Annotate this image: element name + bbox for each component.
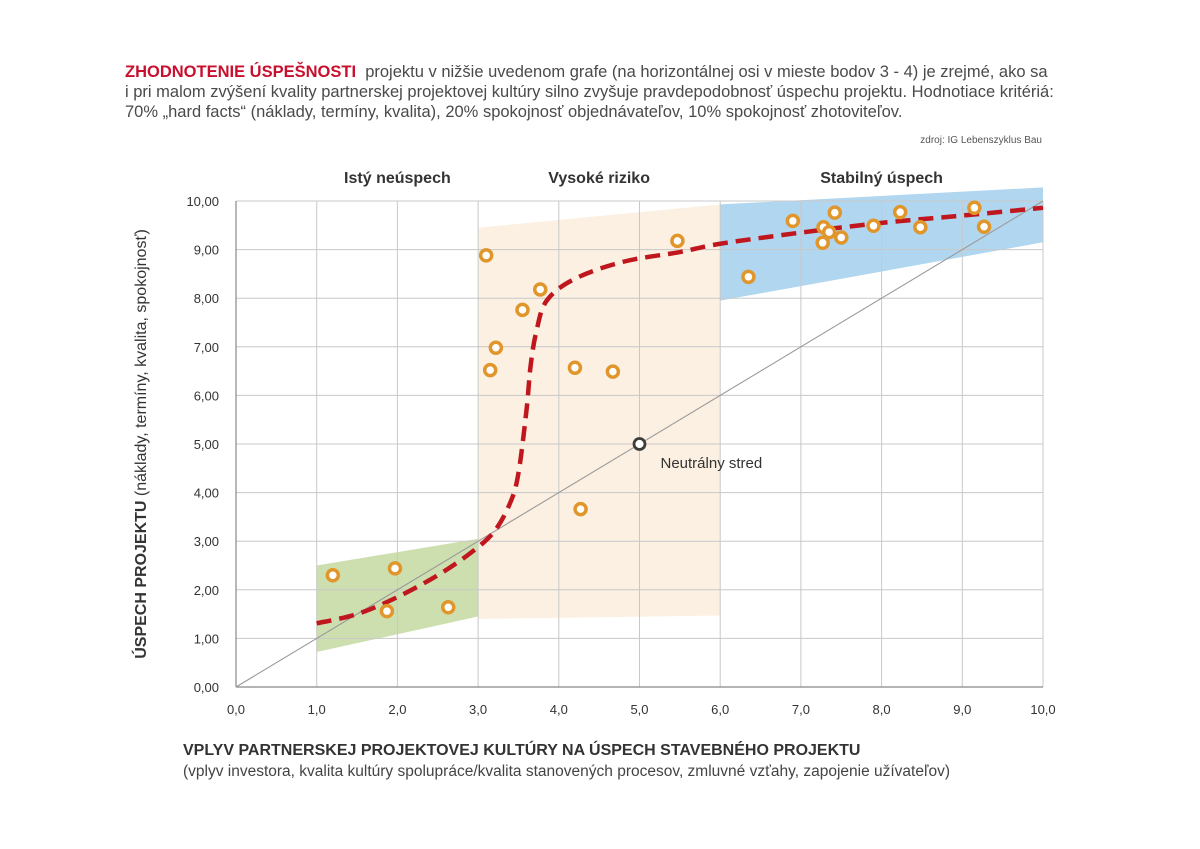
data-point — [836, 232, 847, 243]
y-tick-label: 1,00 — [194, 631, 219, 646]
data-point — [787, 215, 798, 226]
data-point — [485, 365, 496, 376]
data-point — [743, 271, 754, 282]
data-point — [569, 362, 580, 373]
data-point — [915, 222, 926, 233]
data-point — [389, 563, 400, 574]
data-point — [817, 237, 828, 248]
success-chart: 0,0 1,0 2,0 3,0 4,0 5,0 6,0 7,0 8,0 9,0 10,0 0,00 1,… — [0, 0, 1200, 849]
x-tick-label: 6,0 — [711, 702, 729, 717]
y-tick-label: 8,00 — [194, 291, 219, 306]
neutral-point-label: Neutrálny stred — [661, 455, 763, 472]
zone-label: Vysoké riziko — [548, 170, 650, 187]
zone-label: Stabilný úspech — [820, 170, 943, 187]
data-point — [535, 284, 546, 295]
y-axis-title-bold: ÚSPECH PROJEKTU — [131, 501, 150, 659]
x-axis-title: VPLYV PARTNERSKEJ PROJEKTOVEJ KULTÚRY NA… — [183, 742, 860, 760]
y-tick-label: 6,00 — [194, 388, 219, 403]
x-tick-label: 4,0 — [550, 702, 568, 717]
x-tick-label: 1,0 — [308, 702, 326, 717]
zone-label: Istý neúspech — [344, 170, 451, 187]
data-point — [607, 366, 618, 377]
data-point — [517, 304, 528, 315]
x-axis-subtitle: (vplyv investora, kvalita kultúry spolup… — [183, 763, 950, 781]
data-point — [824, 227, 835, 238]
neutral-point — [634, 439, 645, 450]
data-point — [979, 221, 990, 232]
y-axis-title: ÚSPECH PROJEKTU (náklady, termíny, kvali… — [131, 229, 150, 659]
zone-band-2 — [478, 204, 720, 619]
data-point — [575, 504, 586, 515]
y-tick-label: 9,00 — [194, 243, 219, 258]
y-tick-label: 10,00 — [186, 194, 219, 209]
data-point — [672, 235, 683, 246]
x-tick-label: 3,0 — [469, 702, 487, 717]
y-tick-label: 2,00 — [194, 583, 219, 598]
data-point — [381, 606, 392, 617]
y-tick-label: 0,00 — [194, 680, 219, 695]
y-tick-label: 5,00 — [194, 437, 219, 452]
y-tick-label: 4,00 — [194, 486, 219, 501]
y-axis-label-layer: ÚSPECH PROJEKTU (náklady, termíny, kvali… — [131, 229, 150, 659]
x-tick-label: 5,0 — [630, 702, 648, 717]
data-point — [868, 220, 879, 231]
y-axis-title-rest: (náklady, termíny, kvalita, spokojnosť) — [133, 229, 150, 500]
x-tick-label: 2,0 — [388, 702, 406, 717]
x-tick-label: 8,0 — [873, 702, 891, 717]
x-tick-label: 7,0 — [792, 702, 810, 717]
data-point — [829, 207, 840, 218]
x-tick-label: 10,0 — [1030, 702, 1055, 717]
data-point — [481, 250, 492, 261]
x-tick-label: 0,0 — [227, 702, 245, 717]
data-point — [969, 202, 980, 213]
data-point — [895, 207, 906, 218]
zone-labels-layer: Istý neúspech Vysoké riziko Stabilný úspec… — [344, 170, 943, 187]
y-tick-label: 3,00 — [194, 534, 219, 549]
data-point — [443, 602, 454, 613]
data-point — [327, 570, 338, 581]
y-tick-label: 7,00 — [194, 340, 219, 355]
data-point — [490, 342, 501, 353]
x-tick-label: 9,0 — [953, 702, 971, 717]
